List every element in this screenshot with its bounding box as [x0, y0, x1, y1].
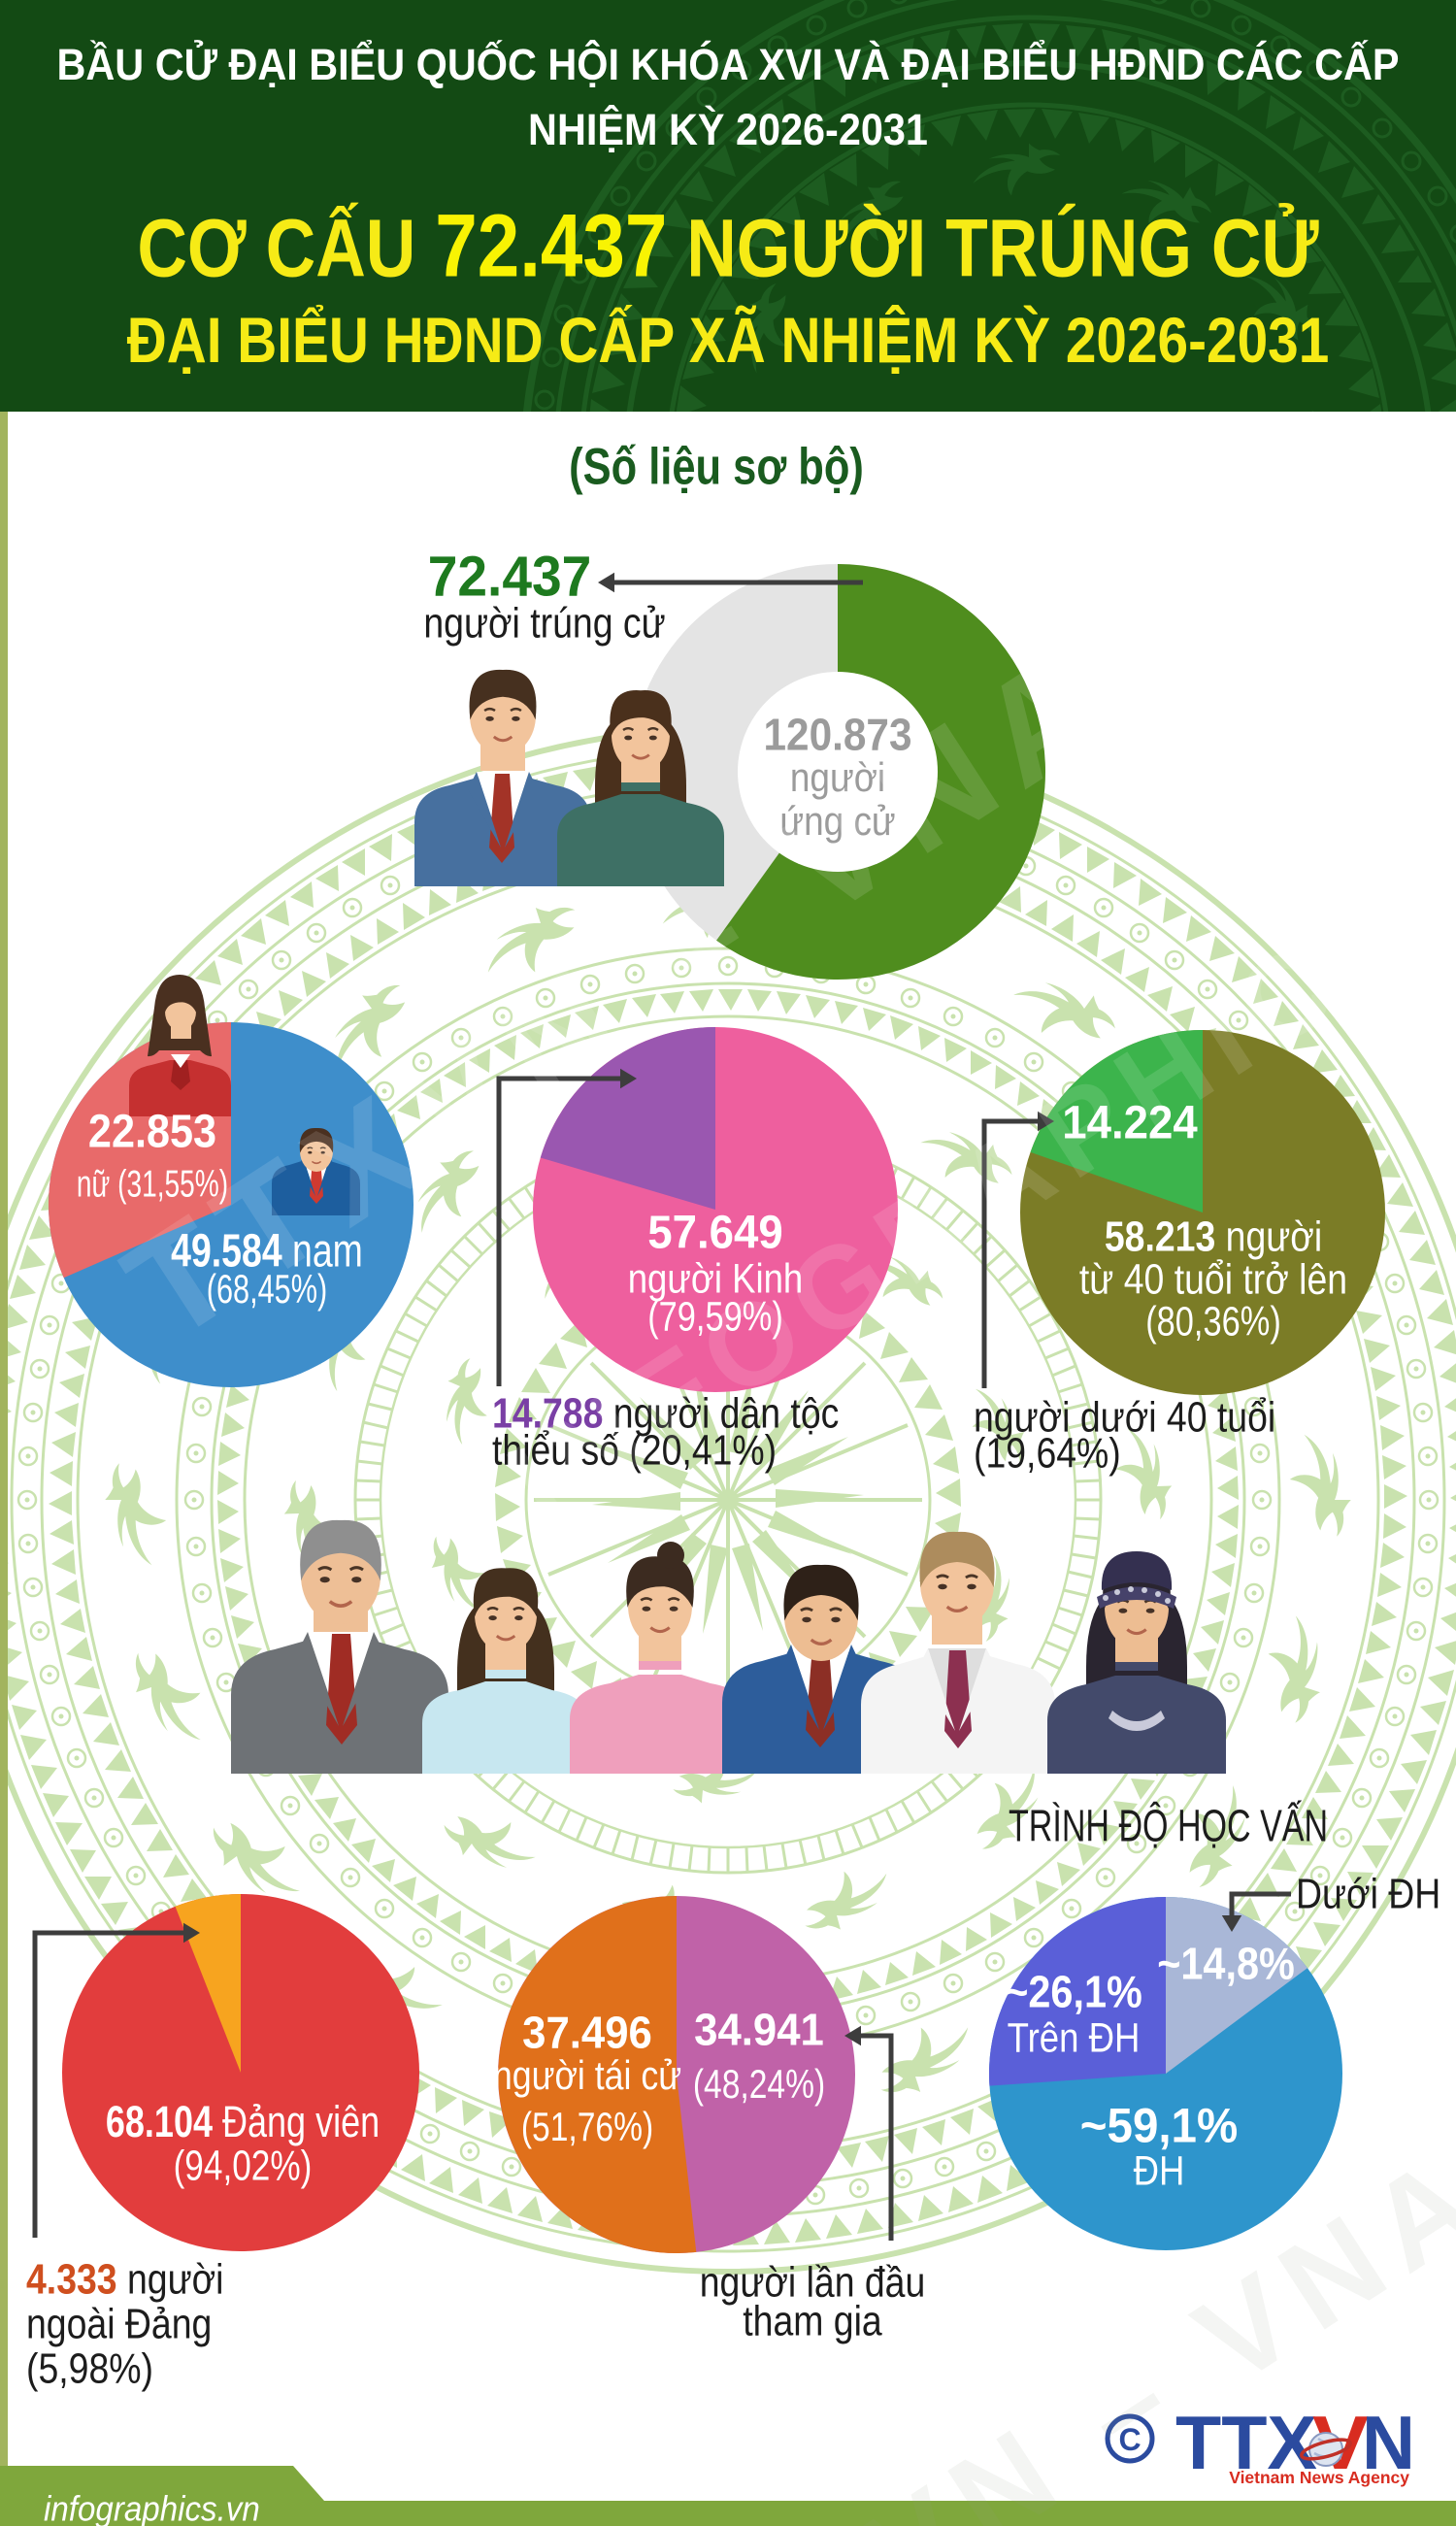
svg-text:C: C: [1118, 2422, 1141, 2457]
svg-text:N: N: [1362, 2400, 1415, 2485]
svg-text:Vietnam News Agency: Vietnam News Agency: [1229, 2468, 1409, 2487]
svg-text:TTX: TTX: [1175, 2400, 1317, 2485]
